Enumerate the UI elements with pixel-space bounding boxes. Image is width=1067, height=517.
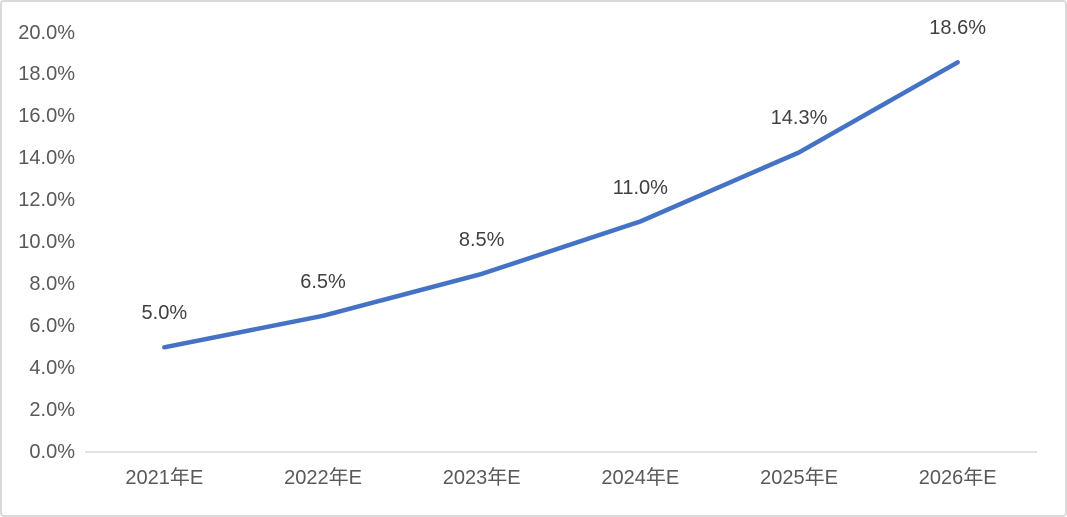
y-tick-label: 2.0% [29,398,75,421]
y-tick-label: 0.0% [29,440,75,463]
x-tick-label: 2024年E [601,467,680,489]
y-tick-label: 14.0% [18,147,75,170]
y-tick-label: 12.0% [18,189,75,212]
y-tick-label: 20.0% [18,21,75,44]
x-tick-label: 2023年E [442,467,521,489]
data-label: 6.5% [300,270,346,293]
data-label: 5.0% [141,302,188,325]
x-tick-label: 2025年E [760,467,838,489]
x-tick-label: 2026年E [918,467,997,489]
y-tick-label: 18.0% [18,63,75,86]
y-tick-label: 10.0% [18,231,75,253]
series-line [162,60,960,350]
y-tick-label: 16.0% [18,105,75,128]
x-tick-label: 2021年E [125,467,204,489]
y-tick-label: 6.0% [29,314,75,337]
y-tick-label: 8.0% [29,272,75,295]
data-label: 18.6% [929,17,987,40]
data-label: 8.5% [458,228,505,251]
data-label: 14.3% [770,107,828,130]
data-label: 11.0% [612,176,668,199]
y-tick-label: 4.0% [29,356,75,379]
x-tick-label: 2022年E [284,467,362,489]
